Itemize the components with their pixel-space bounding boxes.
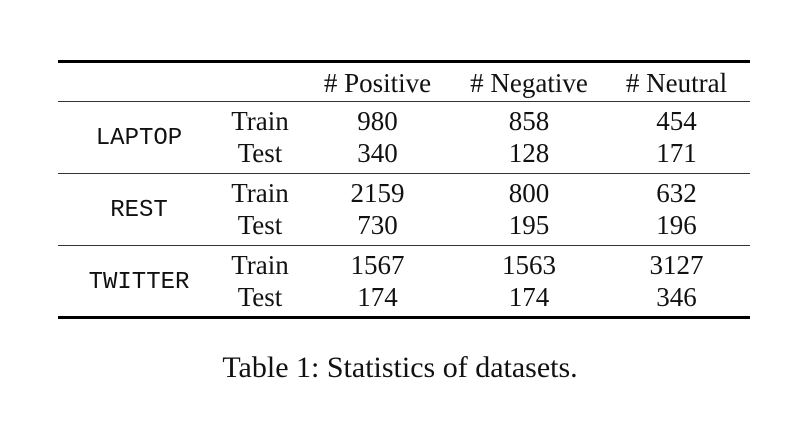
dataset-name-twitter: TWITTER — [58, 245, 220, 319]
header-cell-split — [220, 62, 300, 102]
negative-count-cell: 195 — [508, 210, 550, 241]
negative-count-cell: 128 — [508, 138, 550, 169]
neutral-count-cell: 632 — [656, 177, 697, 208]
neutral-count-cell: 454 — [656, 105, 697, 136]
dataset-statistics-table: # Positive # Negative # Neutral LAPTOP T… — [58, 60, 750, 319]
table-row-laptop-test: Test 340 128 171 — [58, 138, 750, 174]
split-cell: Train — [231, 177, 289, 208]
split-cell: Test — [237, 210, 283, 241]
positive-count-cell: 174 — [357, 281, 398, 312]
negative-count-cell: 800 — [508, 177, 550, 208]
table-row-twitter-test: Test 174 174 346 — [58, 282, 750, 318]
neutral-count-cell: 171 — [656, 138, 697, 169]
header-cell-positive: # Positive — [323, 68, 432, 98]
positive-count-cell: 340 — [357, 138, 398, 169]
positive-count-cell: 980 — [357, 105, 398, 136]
split-cell: Test — [237, 281, 283, 312]
table-header-row: # Positive # Negative # Neutral — [58, 61, 750, 102]
neutral-count-cell: 3127 — [649, 249, 704, 280]
negative-count-cell: 174 — [508, 281, 550, 312]
header-cell-dataset — [58, 62, 220, 102]
negative-count-cell: 1563 — [502, 249, 556, 280]
dataset-statistics-table-wrapper: # Positive # Negative # Neutral LAPTOP T… — [58, 60, 750, 319]
dataset-name-rest: REST — [110, 197, 168, 224]
split-cell: Test — [237, 138, 283, 169]
neutral-count-cell: 346 — [656, 281, 697, 312]
positive-count-cell: 730 — [357, 210, 398, 241]
split-cell: Train — [231, 249, 289, 280]
dataset-name-laptop: LAPTOP — [95, 125, 183, 152]
header-cell-neutral: # Neutral — [625, 68, 728, 98]
header-cell-negative: # Negative — [470, 68, 588, 98]
table-row-rest-test: Test 730 195 196 — [58, 210, 750, 246]
table-row-laptop-train: LAPTOP Train 980 858 454 — [58, 101, 750, 151]
table-row-rest-train: REST Train 2159 800 632 — [58, 173, 750, 223]
positive-count-cell: 2159 — [350, 177, 405, 208]
split-cell: Train — [231, 105, 289, 136]
table-caption: Table 1: Statistics of datasets. — [222, 351, 578, 384]
table-row-twitter-train: TWITTER Train 1567 1563 3127 — [58, 245, 750, 319]
positive-count-cell: 1567 — [350, 249, 405, 280]
neutral-count-cell: 196 — [656, 210, 697, 241]
negative-count-cell: 858 — [508, 105, 550, 136]
